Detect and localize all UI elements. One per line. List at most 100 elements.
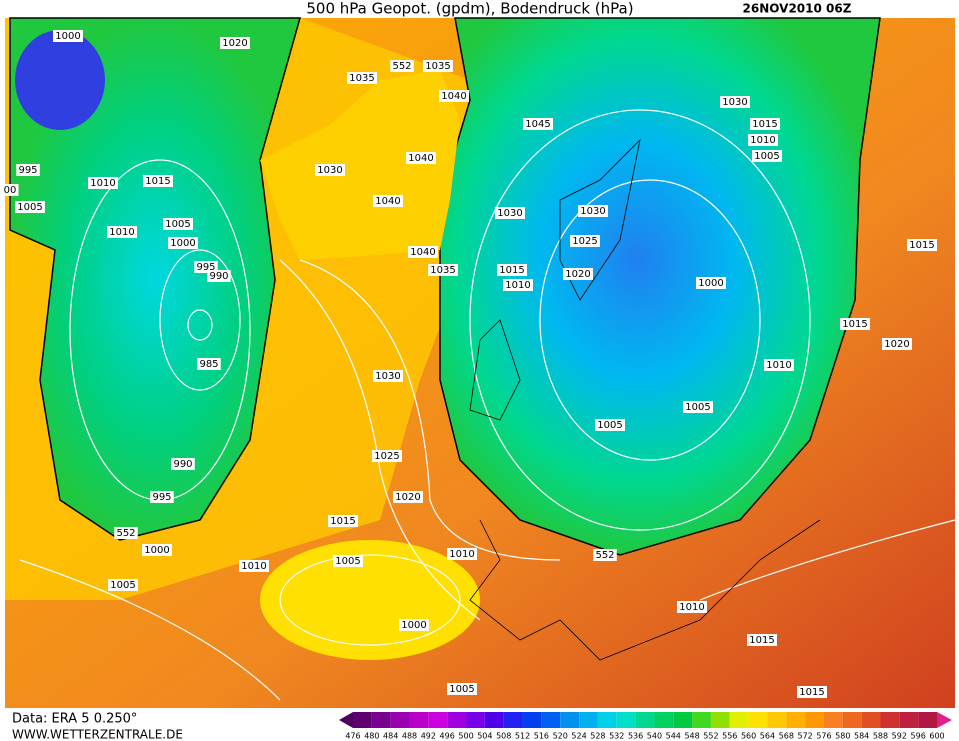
isobar-label: 1010 — [766, 360, 791, 371]
colorbar-tick-label: 592 — [892, 732, 907, 741]
label-box — [393, 491, 423, 503]
label-box — [207, 270, 231, 282]
colorbar-tick-label: 600 — [929, 732, 944, 741]
isobar-label: 1005 — [449, 684, 474, 695]
isobar-label: 1005 — [110, 580, 135, 591]
colorbar-box — [466, 712, 485, 728]
colorbar-tick-label: 544 — [666, 732, 681, 741]
isobar-label: 1025 — [374, 451, 399, 462]
isobar-label: 1000 — [144, 545, 169, 556]
colorbar-tick-label: 524 — [571, 732, 586, 741]
isobar-label: 1010 — [109, 227, 134, 238]
colorbar-tick-label: 548 — [684, 732, 699, 741]
label-box — [406, 152, 436, 164]
label-box — [752, 150, 782, 162]
isobar-label: 1015 — [749, 635, 774, 646]
isobar — [469, 109, 811, 531]
label-box — [764, 359, 794, 371]
colorbar-box — [805, 712, 824, 728]
isobar-label: 995 — [152, 492, 171, 503]
isobar-label: 1015 — [330, 516, 355, 527]
isobar-label: 1020 — [395, 492, 420, 503]
label-box — [168, 237, 198, 249]
isobar-label: 1005 — [754, 151, 779, 162]
label-box — [315, 164, 345, 176]
label-box — [1, 184, 19, 196]
isobar-label: 985 — [199, 359, 218, 370]
label-box — [107, 226, 137, 238]
colorbar-box — [918, 712, 937, 728]
isobar-label: 1015 — [909, 240, 934, 251]
label-box — [750, 118, 780, 130]
colorbar-box — [673, 712, 693, 728]
isobar-label: 1015 — [842, 319, 867, 330]
isobar-label: 1030 — [375, 371, 400, 382]
colorbar-tick-label: 580 — [835, 732, 850, 741]
colorbar-box — [842, 712, 862, 728]
label-box — [390, 60, 414, 72]
colorbar-box — [786, 712, 806, 728]
title: 500 hPa Geopot. (gpdm), Bodendruck (hPa) — [306, 0, 633, 18]
isobar — [279, 554, 461, 646]
colorbar-tick-label: 596 — [911, 732, 926, 741]
label-box — [347, 72, 377, 84]
colorbar-tick-label: 536 — [628, 732, 643, 741]
label-box — [797, 686, 827, 698]
colorbar-box — [503, 712, 523, 728]
isobar-label: 1030 — [580, 206, 605, 217]
label-box — [373, 370, 403, 382]
colorbar-box — [560, 712, 580, 728]
label-box — [503, 279, 533, 291]
isobar-label: 1015 — [752, 119, 777, 130]
colorbar-tick-label: 568 — [779, 732, 794, 741]
isobar-label: 1015 — [499, 265, 524, 276]
colorbar-arrow — [937, 712, 952, 728]
isobar-label: 990 — [173, 459, 192, 470]
colorbar-box — [390, 712, 410, 728]
label-box — [108, 579, 138, 591]
trough-west — [9, 17, 301, 541]
label-box — [595, 419, 625, 431]
coastline — [469, 519, 821, 661]
colorbar-box — [428, 712, 448, 728]
isobar-label: 00 — [4, 185, 17, 196]
colorbar-tick-label: 504 — [477, 732, 492, 741]
label-box — [570, 235, 600, 247]
coastline — [469, 319, 521, 421]
colorbar-box — [729, 712, 749, 728]
isobar-labels: 1000 1020 00 995 1005 1010 1015 1010 1005 1000 995… — [1, 30, 937, 698]
coastline — [559, 138, 641, 301]
colorbar-tick-label: 584 — [854, 732, 869, 741]
isobar-label: 1000 — [401, 620, 426, 631]
label-box — [372, 450, 402, 462]
label-box — [748, 134, 778, 146]
colorbar-box — [447, 712, 467, 728]
label-box — [220, 37, 250, 49]
colorbar-box — [899, 712, 919, 728]
label-box — [143, 175, 173, 187]
label-box — [907, 239, 937, 251]
isobar — [299, 259, 561, 561]
colorbar-box — [484, 712, 504, 728]
colorbar-box — [861, 712, 881, 728]
label-box — [497, 264, 527, 276]
data-source: Data: ERA 5 0.250° — [12, 712, 137, 727]
colorbar-box — [409, 712, 429, 728]
label-box — [447, 683, 477, 695]
colorbar-box — [710, 712, 730, 728]
label-box — [88, 177, 118, 189]
isobar-label: 1015 — [145, 176, 170, 187]
label-box — [696, 277, 726, 289]
colorbar-tick-label: 492 — [421, 732, 436, 741]
isobar-label: 1005 — [597, 420, 622, 431]
colorbar-tick-label: 500 — [458, 732, 473, 741]
website: WWW.WETTERZENTRALE.DE — [12, 728, 183, 741]
isobar-label: 995 — [196, 262, 215, 273]
label-box — [563, 268, 593, 280]
colorbar-tick-label: 488 — [402, 732, 417, 741]
colorbar-box — [692, 712, 711, 728]
colorbar-box — [616, 712, 636, 728]
label-box — [677, 601, 707, 613]
isobar-label: 1000 — [55, 31, 80, 42]
label-box — [53, 30, 83, 42]
